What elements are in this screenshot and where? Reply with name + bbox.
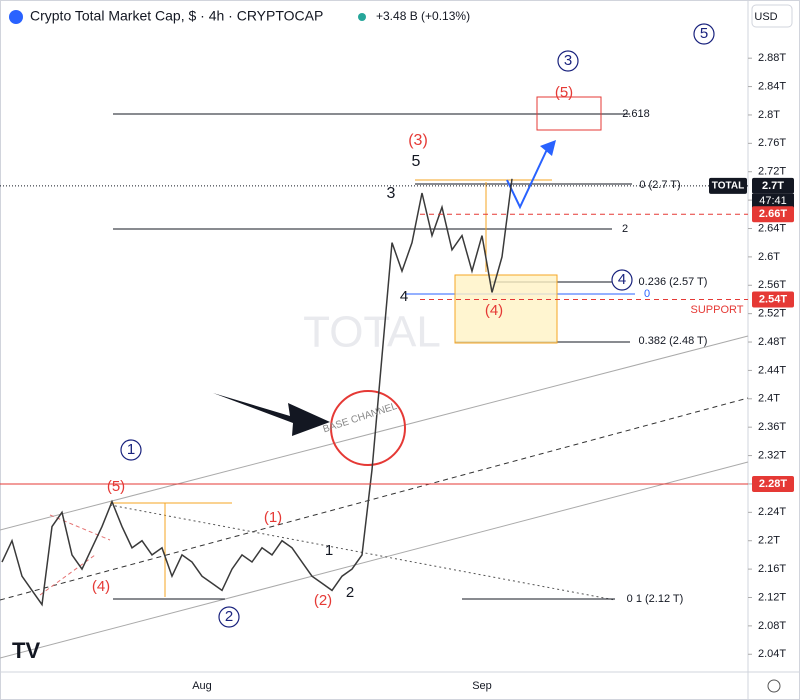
annotation: (1) xyxy=(264,509,282,526)
annotation: 0 xyxy=(644,288,650,300)
y-tick-label: 2.04T xyxy=(758,648,786,660)
annotation: 0.382 (2.48 T) xyxy=(639,335,708,347)
currency-button[interactable] xyxy=(751,4,793,28)
highlight-circle xyxy=(330,390,406,466)
y-tick-label: 2.84T xyxy=(758,80,786,92)
price-badge-label: 2.54T xyxy=(759,293,787,305)
price-line xyxy=(1,178,513,607)
annotation: (3) xyxy=(408,132,428,149)
wave-circle xyxy=(611,269,633,291)
annotation: SUPPORT xyxy=(691,304,744,316)
price-badge-label: 2.7T xyxy=(762,180,784,192)
countdown: 47:41 xyxy=(759,195,787,207)
watermark: TOTAL xyxy=(303,308,441,357)
annotation: 1 xyxy=(325,542,333,559)
countdown-badge xyxy=(752,193,794,208)
channel-line xyxy=(0,335,749,531)
y-tick-label: 2.88T xyxy=(758,52,786,64)
annotation: 5 xyxy=(700,25,708,42)
logo: TV xyxy=(12,638,40,663)
annotation: (5) xyxy=(107,478,125,495)
price-badge xyxy=(752,291,794,308)
annotation: 5 xyxy=(412,153,421,170)
y-tick-label: 2.8T xyxy=(758,109,780,121)
header-title: Crypto Total Market Cap, $ · 4h · CRYPTO… xyxy=(30,8,323,24)
y-tick-label: 2.44T xyxy=(758,364,786,376)
price-badge xyxy=(752,206,794,223)
wave-circle xyxy=(120,439,142,461)
target-box xyxy=(536,96,602,131)
annotation: 0 (2.7 T) xyxy=(639,179,680,191)
annotation: 3 xyxy=(564,52,572,69)
channel-mid xyxy=(0,397,749,601)
annotation: (5) xyxy=(555,84,573,101)
y-tick-label: 2.16T xyxy=(758,563,786,575)
symbol-badge xyxy=(709,177,747,194)
y-tick-label: 2.64T xyxy=(758,222,786,234)
x-tick-label: Aug xyxy=(192,680,212,692)
annotation: (4) xyxy=(92,578,110,595)
header-change: +3.48 B (+0.13%) xyxy=(376,9,470,23)
annotation: 3 xyxy=(387,185,396,202)
wave-circle xyxy=(557,50,579,72)
settings-icon[interactable] xyxy=(767,679,781,693)
y-tick-label: 2.12T xyxy=(758,591,786,603)
y-tick-label: 2.2T xyxy=(758,535,780,547)
y-tick-label: 2.52T xyxy=(758,308,786,320)
annotation: 4 xyxy=(618,271,626,288)
y-tick-label: 2.6T xyxy=(758,251,780,263)
channel-line xyxy=(0,461,749,659)
annotation: 2 xyxy=(622,223,628,235)
annotation: 1 xyxy=(127,441,135,458)
x-tick-label: Sep xyxy=(472,680,492,692)
price-badge xyxy=(752,475,794,492)
y-tick-label: 2.76T xyxy=(758,137,786,149)
currency[interactable]: USD xyxy=(754,11,777,23)
projection-arrow-head xyxy=(540,140,556,156)
annotation: (2) xyxy=(314,592,332,609)
y-tick-label: 2.24T xyxy=(758,506,786,518)
wave-circle xyxy=(693,23,715,45)
y-tick-label: 2.36T xyxy=(758,421,786,433)
price-badge xyxy=(752,177,794,194)
annotation: 0.236 (2.57 T) xyxy=(639,276,708,288)
annotation: 4 xyxy=(400,288,408,305)
annotation: 2 xyxy=(225,608,233,625)
annotation: 2.618 xyxy=(622,108,650,120)
price-badge-label: 2.66T xyxy=(759,208,787,220)
projection-arrow xyxy=(506,142,551,210)
y-tick-label: 2.48T xyxy=(758,336,786,348)
symbol-icon xyxy=(9,10,23,24)
annotation: 2 xyxy=(346,584,354,601)
annotation: 0 1 (2.12 T) xyxy=(627,593,684,605)
y-tick-label: 2.32T xyxy=(758,449,786,461)
y-tick-label: 2.56T xyxy=(758,279,786,291)
status-dot xyxy=(358,13,366,21)
y-tick-label: 2.72T xyxy=(758,166,786,178)
wave-circle xyxy=(218,606,240,628)
y-tick-label: 2.4T xyxy=(758,393,780,405)
target-box xyxy=(454,274,558,344)
y-tick-label: 2.08T xyxy=(758,620,786,632)
wave-line xyxy=(49,514,111,541)
annotation: (4) xyxy=(485,302,503,319)
symbol-label: TOTAL xyxy=(712,181,744,192)
pointer-arrow xyxy=(213,393,330,436)
price-badge-label: 2.28T xyxy=(759,478,787,490)
